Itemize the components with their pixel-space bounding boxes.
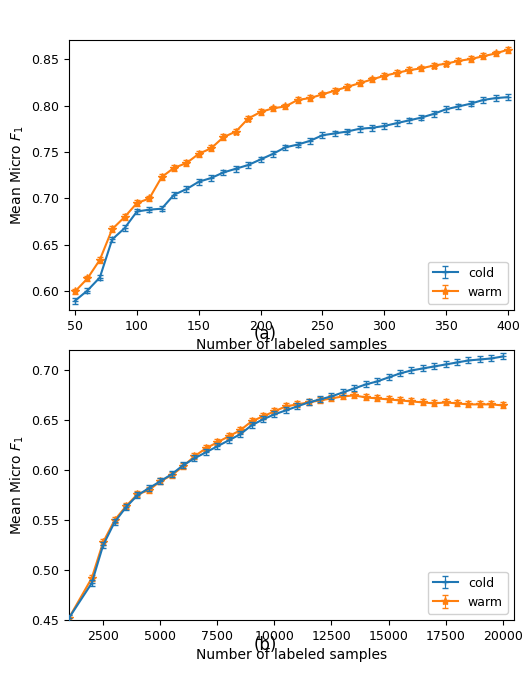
Text: (b): (b) xyxy=(253,636,277,654)
Legend: cold, warm: cold, warm xyxy=(428,262,508,304)
Legend: cold, warm: cold, warm xyxy=(428,572,508,614)
Y-axis label: Mean Micro $F_1$: Mean Micro $F_1$ xyxy=(8,125,25,225)
Text: (a): (a) xyxy=(253,325,277,342)
X-axis label: Number of labeled samples: Number of labeled samples xyxy=(196,338,387,353)
Y-axis label: Mean Micro $F_1$: Mean Micro $F_1$ xyxy=(8,435,25,535)
X-axis label: Number of labeled samples: Number of labeled samples xyxy=(196,648,387,663)
